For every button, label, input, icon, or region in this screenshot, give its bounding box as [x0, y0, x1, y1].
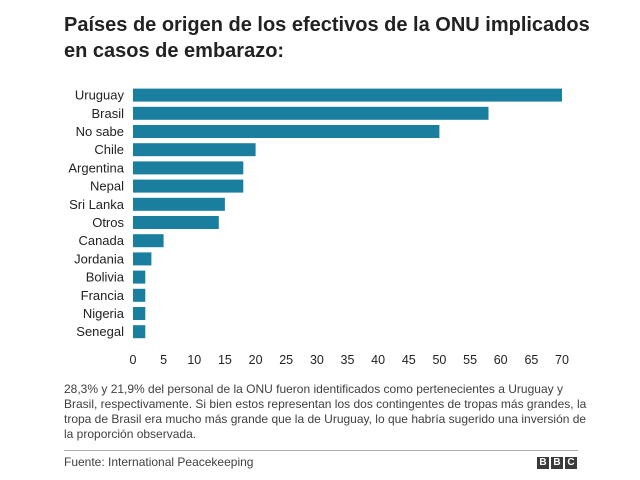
chart-title: Países de origen de los efectivos de la … — [64, 14, 590, 62]
category-label: Chile — [94, 142, 124, 157]
x-tick-label: 60 — [494, 353, 508, 367]
bar-bolivia — [133, 270, 146, 284]
bar-nigeria — [133, 307, 146, 320]
category-label: Sri Lanka — [69, 197, 125, 212]
bar-jordania — [133, 252, 152, 266]
x-tick-label: 0 — [130, 353, 137, 367]
bar-senegal — [133, 325, 146, 339]
category-label: No sabe — [76, 124, 124, 139]
chart-note: 28,3% y 21,9% del personal de la ONU fue… — [64, 382, 587, 441]
category-label: Senegal — [76, 324, 124, 339]
x-tick-label: 70 — [555, 353, 569, 367]
bar-no-sabe — [133, 125, 440, 138]
x-tick-label: 55 — [463, 353, 477, 367]
source-text: Fuente: International Peacekeeping — [64, 455, 254, 469]
x-tick-label: 40 — [371, 353, 385, 367]
x-tick-label: 35 — [341, 353, 355, 367]
x-tick-label: 25 — [279, 353, 293, 367]
category-label: Francia — [81, 288, 125, 303]
category-label: Jordania — [74, 251, 125, 266]
category-label: Nepal — [90, 179, 124, 194]
bar-sri-lanka — [133, 197, 225, 211]
bar-chile — [133, 143, 256, 157]
category-label: Brasil — [91, 106, 124, 121]
bar-uruguay — [133, 88, 562, 102]
bar-nepal — [133, 179, 244, 193]
x-tick-label: 15 — [218, 353, 232, 367]
bar-otros — [133, 216, 219, 229]
x-tick-label: 65 — [524, 353, 538, 367]
bar-canada — [133, 234, 164, 248]
bar-brasil — [133, 106, 489, 120]
category-label: Canada — [78, 233, 124, 248]
category-label: Uruguay — [75, 88, 125, 103]
bar-francia — [133, 288, 146, 302]
footer-divider — [64, 450, 578, 451]
category-label: Bolivia — [86, 270, 125, 285]
bbc-logo-letter: B — [537, 457, 549, 469]
bbc-logo-letter: C — [565, 457, 577, 469]
x-tick-label: 45 — [402, 353, 416, 367]
x-tick-label: 50 — [432, 353, 446, 367]
x-tick-label: 20 — [249, 353, 263, 367]
category-label: Otros — [92, 215, 124, 230]
x-tick-label: 10 — [187, 353, 201, 367]
category-label: Nigeria — [83, 306, 125, 321]
x-tick-label: 5 — [160, 353, 167, 367]
x-tick-label: 30 — [310, 353, 324, 367]
bbc-logo-letter: B — [551, 457, 563, 469]
bar-chart: Uruguay Brasil No sabe Chile Argentina Nepal S… — [68, 88, 569, 367]
category-label: Argentina — [68, 160, 124, 175]
bbc-logo: B B C — [537, 457, 577, 469]
bar-argentina — [133, 161, 244, 175]
